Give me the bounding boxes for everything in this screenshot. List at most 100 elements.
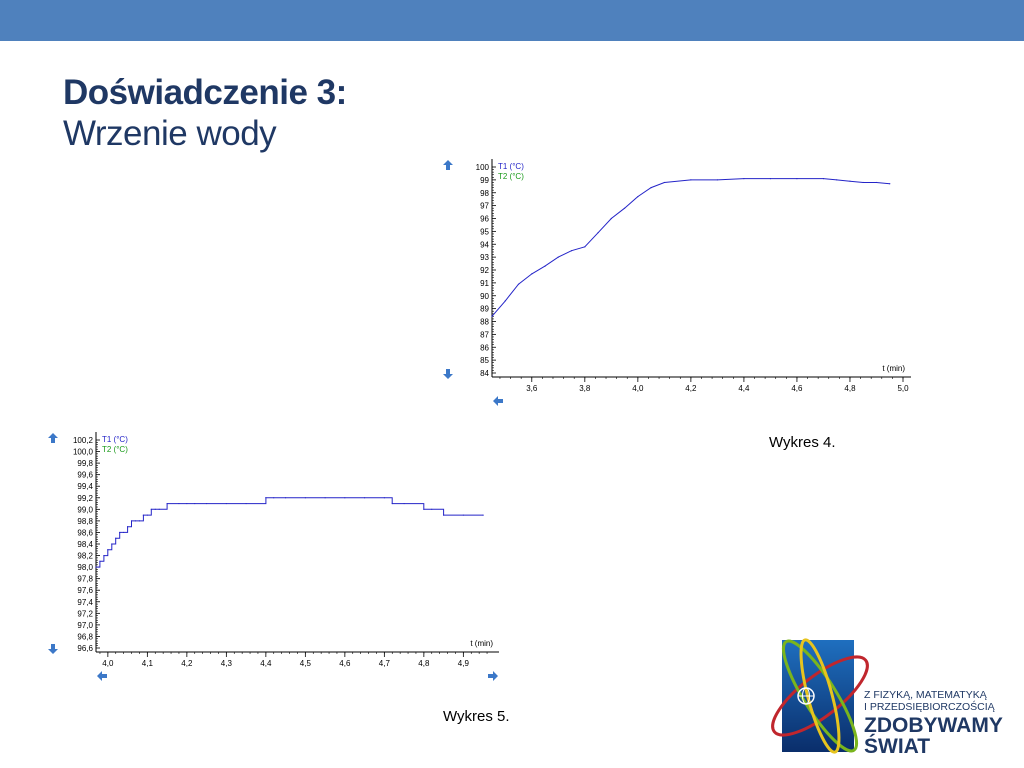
- data-point: [597, 232, 599, 234]
- y-tick-label: 99,8: [77, 459, 93, 468]
- slide-title-main: Doświadczenie 3:: [63, 73, 347, 112]
- scroll-up-icon[interactable]: [48, 433, 58, 443]
- y-tick-label: 99: [480, 176, 489, 185]
- data-point: [206, 502, 208, 505]
- x-tick-label: 4,7: [379, 659, 391, 668]
- data-point: [796, 177, 798, 180]
- data-point: [822, 177, 825, 180]
- data-point: [265, 497, 267, 499]
- series-line-t1: [96, 497, 484, 568]
- logo-line-4: ŚWIAT: [864, 734, 930, 758]
- data-point: [285, 497, 287, 499]
- x-tick-label: 4,8: [844, 384, 856, 393]
- scroll-down-icon[interactable]: [48, 644, 58, 654]
- data-point: [123, 531, 125, 534]
- y-tick-label: 99,4: [77, 482, 93, 491]
- data-point: [403, 502, 405, 505]
- x-tick-label: 4,0: [632, 384, 644, 393]
- y-tick-label: 99,2: [77, 494, 93, 503]
- y-tick-label: 97,8: [77, 575, 93, 584]
- data-point: [431, 508, 433, 510]
- scroll-left-icon[interactable]: [493, 396, 503, 406]
- x-tick-label: 3,8: [579, 384, 591, 393]
- data-point: [364, 497, 366, 499]
- data-point: [391, 502, 393, 505]
- y-tick-label: 97,6: [77, 586, 93, 595]
- data-point: [95, 566, 97, 568]
- y-tick-label: 96,6: [77, 644, 93, 653]
- data-point: [134, 520, 137, 522]
- data-point: [111, 543, 113, 545]
- data-point: [138, 520, 141, 522]
- data-point: [584, 246, 586, 248]
- y-tick-label: 100: [476, 163, 490, 172]
- data-point: [836, 179, 838, 181]
- y-tick-label: 93: [480, 253, 489, 262]
- data-point: [304, 497, 306, 499]
- data-point: [482, 514, 484, 516]
- logo-line-3: ZDOBYWAMY: [864, 714, 1003, 737]
- y-tick-label: 99,0: [77, 505, 93, 514]
- y-tick-label: 96,8: [77, 632, 93, 641]
- data-point: [186, 502, 188, 505]
- caption-wykres-5: Wykres 5.: [443, 708, 510, 725]
- y-tick-label: 86: [480, 343, 489, 352]
- data-point: [344, 497, 346, 499]
- series-line-t1: [491, 178, 890, 317]
- y-tick-label: 88: [480, 318, 489, 327]
- data-point: [99, 560, 101, 562]
- x-tick-label: 4,4: [738, 384, 750, 393]
- x-axis-label: t (min): [470, 639, 493, 648]
- data-point: [107, 549, 109, 551]
- logo-zdobywamy-swiat: Z FIZYKĄ, MATEMATYKĄ I PRZEDSIĘBIORCZOŚC…: [771, 638, 1003, 758]
- scroll-left-icon[interactable]: [97, 671, 107, 681]
- data-point: [462, 514, 464, 516]
- logo-orbit-red: [771, 655, 869, 737]
- y-tick-label: 97,0: [77, 621, 93, 630]
- y-tick-label: 100,0: [73, 448, 94, 457]
- data-point: [650, 187, 652, 189]
- data-point: [637, 196, 639, 198]
- data-point: [716, 179, 718, 181]
- y-tick-label: 89: [480, 305, 489, 314]
- logo-orbit-yellow: [799, 638, 841, 754]
- data-point: [273, 497, 275, 499]
- y-tick-label: 98,0: [77, 563, 93, 572]
- y-tick-label: 87: [480, 330, 489, 339]
- y-tick-label: 85: [480, 356, 489, 365]
- x-tick-label: 4,8: [418, 659, 430, 668]
- data-point: [158, 508, 160, 510]
- y-tick-label: 92: [480, 266, 489, 275]
- chart-wykres-4: 84 85 86 87 88 89 90 91 92 93 94 95 96 97 98 99 100 3,6 3,…: [443, 159, 911, 406]
- data-point: [875, 181, 878, 184]
- data-point: [166, 502, 168, 505]
- data-point: [610, 217, 612, 220]
- data-point: [623, 207, 626, 209]
- y-tick-label: 98,6: [77, 528, 93, 537]
- data-point: [103, 554, 105, 557]
- scroll-down-icon[interactable]: [443, 369, 453, 379]
- x-tick-label: 4,0: [102, 659, 114, 668]
- data-point: [504, 300, 506, 302]
- data-point: [178, 502, 180, 505]
- x-tick-label: 4,3: [221, 659, 233, 668]
- legend-t1: T1 (°C): [102, 435, 128, 444]
- chart-wykres-5: 96,6 96,8 97,0 97,2 97,4 97,6 97,8 98,0 98,2 98,4…: [48, 432, 499, 681]
- x-tick-label: 4,6: [791, 384, 803, 393]
- y-tick-label: 96: [480, 215, 489, 224]
- y-tick-label: 97,2: [77, 609, 93, 618]
- data-point: [324, 497, 326, 499]
- x-tick-label: 4,9: [458, 659, 470, 668]
- y-tick-label: 97: [480, 202, 489, 211]
- data-point: [491, 315, 493, 317]
- data-point: [862, 181, 864, 184]
- data-point: [383, 497, 385, 499]
- data-point: [663, 181, 665, 184]
- scroll-up-icon[interactable]: [443, 160, 453, 170]
- y-tick-label: 95: [480, 227, 489, 236]
- x-tick-label: 4,5: [300, 659, 312, 668]
- scroll-right-icon[interactable]: [488, 671, 498, 681]
- y-tick-label: 97,4: [77, 598, 93, 607]
- slide-title: Doświadczenie 3: Wrzenie wody: [63, 73, 347, 153]
- data-point: [130, 520, 133, 522]
